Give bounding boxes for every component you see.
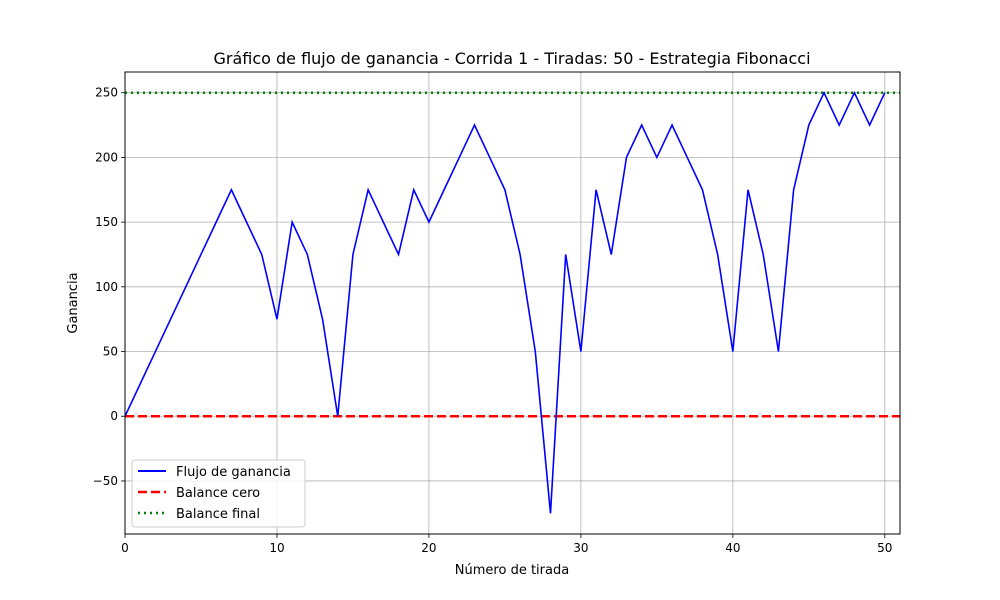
legend-label-balance-cero: Balance cero <box>176 486 260 501</box>
y-tick-label: 100 <box>95 280 118 294</box>
y-axis: −50 0 50 100 150 200 250 <box>93 86 125 488</box>
y-tick-label: 150 <box>95 215 118 229</box>
chart-title: Gráfico de flujo de ganancia - Corrida 1… <box>213 49 810 68</box>
legend-label-balance-final: Balance final <box>176 507 260 522</box>
series-layer <box>124 90 886 514</box>
y-axis-title: Ganancia <box>66 272 81 333</box>
y-tick-label: 200 <box>95 150 118 164</box>
x-tick-label: 0 <box>121 541 129 555</box>
legend-box <box>131 459 306 528</box>
x-tick-label: 30 <box>573 541 588 555</box>
x-tick-label: 40 <box>725 541 740 555</box>
legend-label-flujo: Flujo de ganancia <box>176 465 291 480</box>
legend: Flujo de ganancia Balance cero Balance f… <box>131 459 306 528</box>
y-tick-label: 250 <box>95 86 118 100</box>
plot-frame <box>124 71 901 535</box>
y-tick-label: 0 <box>110 409 118 423</box>
reference-lines <box>125 91 900 418</box>
x-tick-label: 10 <box>269 541 284 555</box>
y-tick-label: 50 <box>103 345 118 359</box>
x-tick-label: 20 <box>421 541 436 555</box>
y-tick-label: −50 <box>93 474 118 488</box>
x-axis-title: Número de tirada <box>455 563 569 578</box>
series-line-flujo-de-ganancia <box>124 90 886 514</box>
x-tick-label: 50 <box>877 541 892 555</box>
x-axis: 0 10 20 30 40 50 <box>121 534 892 555</box>
